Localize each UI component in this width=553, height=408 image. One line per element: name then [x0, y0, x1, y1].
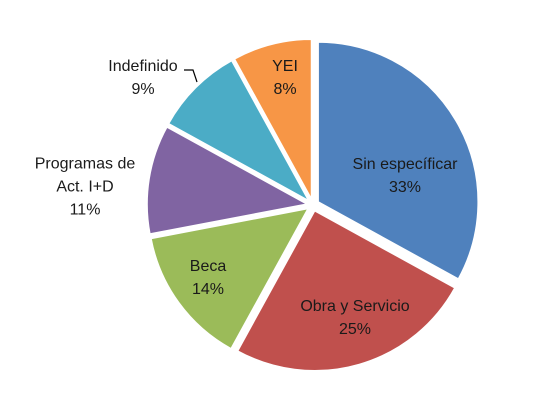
leader-line [184, 69, 198, 83]
slice-label: YEI 8% [255, 55, 315, 101]
value-label: 8% [273, 81, 297, 98]
category-label: Programas de Act. I+D [34, 155, 136, 196]
slice-label: Indefinido 9% [93, 55, 193, 101]
value-label: 33% [388, 179, 422, 196]
pie-slice [150, 207, 310, 350]
pie-slice [167, 59, 311, 203]
value-label: 11% [69, 201, 101, 219]
pie-slice [317, 41, 479, 281]
slice-label: Programas de Act. I+D 11% [25, 153, 145, 222]
value-label: 9% [131, 81, 155, 98]
value-label: 14% [191, 281, 225, 298]
pie-slice [233, 38, 313, 200]
slice-label: Obra y Servicio 25% [280, 295, 430, 341]
category-label: Sin específicar [352, 156, 458, 173]
category-label: Beca [189, 258, 227, 275]
slice-label: Beca 14% [168, 255, 248, 301]
slice-label: Sin específicar 33% [330, 153, 480, 199]
category-label: Obra y Servicio [300, 298, 410, 315]
value-label: 25% [338, 321, 372, 338]
category-label: Indefinido [108, 58, 178, 75]
category-label: YEI [272, 58, 298, 75]
pie-slice [236, 209, 456, 372]
pie-slice [146, 125, 310, 235]
